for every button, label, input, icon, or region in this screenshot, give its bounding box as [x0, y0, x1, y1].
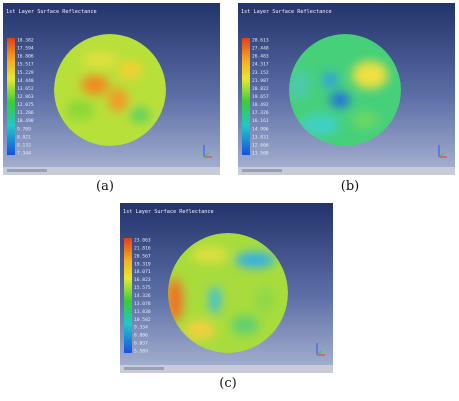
caption: (b) — [341, 179, 359, 194]
heatmap-region — [66, 100, 94, 120]
axis-y — [438, 152, 445, 158]
colorbar-label: 26.483 — [252, 54, 269, 60]
status-text — [124, 367, 164, 370]
panel-title: 1st Layer Surface Reflectance — [6, 9, 97, 15]
panel: 1st Layer Surface Reflectance 18.382 17.59… — [3, 3, 220, 175]
heatmap-base — [54, 34, 166, 146]
heatmap-blobs — [168, 247, 275, 340]
colorbar-label: 13.831 — [252, 134, 269, 140]
colorbar-label: 11.500 — [252, 151, 269, 157]
panel: 1st Layer Surface Reflectance 23.06321.81… — [120, 203, 333, 373]
colorbar-label: 14.440 — [17, 78, 34, 84]
colorbar-label: 23.063 — [134, 238, 151, 244]
colorbar-label: 6.837 — [134, 341, 148, 347]
colorbar-label: 19.657 — [252, 94, 269, 100]
colorbar-label: 27.448 — [252, 46, 269, 52]
heatmap — [168, 233, 288, 353]
colorbar-label: 13.078 — [134, 301, 151, 307]
heatmap-region — [255, 286, 275, 314]
heatmap-region — [108, 88, 128, 112]
colorbar-label: 16.806 — [17, 54, 34, 60]
colorbar-label: 21.816 — [134, 245, 151, 251]
axis-y — [316, 350, 323, 356]
colorbar-label: 23.152 — [252, 70, 269, 76]
colorbar-label: 16.823 — [134, 277, 151, 283]
caption: (a) — [96, 179, 114, 194]
heatmap-region — [209, 286, 221, 314]
colorbar-label: 10.582 — [134, 317, 151, 323]
heatmap-region — [81, 75, 109, 95]
colorbar-label: 21.987 — [252, 78, 269, 84]
heatmap-region — [168, 278, 183, 322]
colorbar-label: 18.492 — [252, 102, 269, 108]
heatmap-region — [235, 252, 275, 268]
colorbar-label: 20.822 — [252, 86, 269, 92]
colorbar-label: 8.086 — [134, 333, 148, 339]
axis-y — [203, 152, 210, 158]
colorbar-label: 18.071 — [134, 269, 151, 275]
colorbar — [242, 38, 250, 155]
colorbar-label: 15.229 — [17, 70, 34, 76]
panel: 1st Layer Surface Reflectance 28.613 27.44… — [238, 3, 455, 175]
colorbar-label: 17.594 — [17, 46, 34, 52]
caption: (c) — [219, 376, 236, 391]
status-strip — [238, 167, 455, 175]
heatmap-region — [82, 52, 118, 68]
colorbar-label: 15.517 — [17, 62, 34, 68]
heatmap-region — [300, 115, 340, 135]
panel-title: 1st Layer Surface Reflectance — [123, 209, 214, 215]
heatmap-region — [231, 315, 259, 335]
colorbar — [7, 38, 15, 155]
status-strip — [3, 167, 220, 175]
colorbar-label: 19.319 — [134, 261, 151, 267]
heatmap-region — [184, 320, 216, 340]
colorbar-label: 28.613 — [252, 38, 269, 44]
heatmap — [54, 34, 166, 146]
heatmap-region — [130, 107, 150, 123]
colorbar-label: 14.326 — [134, 293, 151, 299]
colorbar-label: 7.344 — [17, 151, 31, 157]
colorbar-label: 10.498 — [17, 118, 34, 124]
colorbar-label: 16.161 — [252, 118, 269, 124]
colorbar-label: 8.921 — [17, 134, 31, 140]
colorbar-label: 15.575 — [134, 285, 151, 291]
colorbar-label: 12.075 — [17, 102, 34, 108]
colorbar — [124, 238, 132, 353]
colorbar-label: 8.132 — [17, 142, 31, 148]
heatmap-region — [352, 61, 388, 89]
colorbar-label: 17.326 — [252, 110, 269, 116]
heatmap-region — [330, 92, 350, 108]
colorbar-label: 12.666 — [252, 142, 269, 148]
heatmap-region — [322, 72, 338, 88]
colorbar-label: 9.709 — [17, 126, 31, 132]
heatmap — [289, 34, 401, 146]
heatmap-region — [351, 112, 379, 128]
heatmap-region — [192, 247, 228, 263]
status-text — [242, 169, 282, 172]
heatmap-region — [290, 71, 310, 99]
colorbar-label: 18.382 — [17, 38, 34, 44]
colorbar-label: 11.286 — [17, 110, 34, 116]
colorbar-label: 20.567 — [134, 253, 151, 259]
colorbar-label: 9.334 — [134, 325, 148, 331]
colorbar-label: 11.830 — [134, 309, 151, 315]
heatmap-blobs — [66, 52, 150, 123]
colorbar-label: 14.996 — [252, 126, 269, 132]
status-strip — [120, 365, 333, 373]
panel-title: 1st Layer Surface Reflectance — [241, 9, 332, 15]
status-text — [7, 169, 47, 172]
colorbar-label: 12.863 — [17, 94, 34, 100]
heatmap-region — [118, 61, 142, 79]
colorbar-label: 24.317 — [252, 62, 269, 68]
heatmap-blobs — [290, 61, 388, 135]
colorbar-label: 13.652 — [17, 86, 34, 92]
colorbar-label: 5.589 — [134, 349, 148, 355]
